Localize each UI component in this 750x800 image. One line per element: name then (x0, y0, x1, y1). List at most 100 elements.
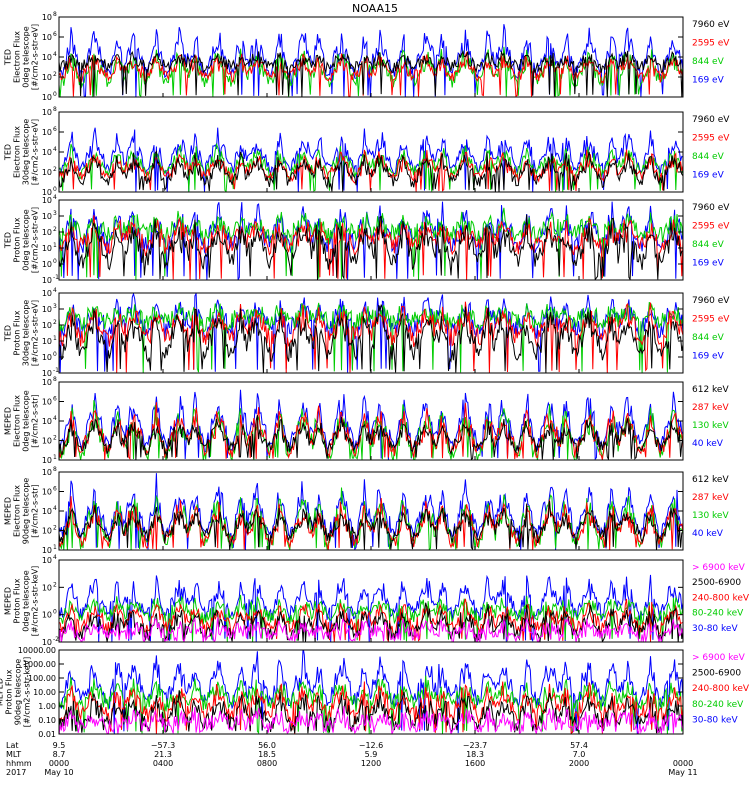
y-tick-label: 10 (42, 556, 52, 565)
y-tick-exponent: 4 (53, 51, 57, 58)
x-tick-label-hhmm: 0400 (153, 759, 173, 768)
y-tick-label: 10 (42, 488, 52, 497)
legend-entry: 2595 eV (692, 134, 730, 144)
y-tick-exponent: 0 (53, 258, 57, 265)
series-group (59, 389, 683, 460)
legend-entry: 2595 eV (692, 39, 730, 49)
legend-entry: 80-240 keV (692, 609, 744, 619)
y-axis-label-line: 0deg telescope (22, 390, 31, 451)
series-group (59, 24, 683, 97)
series-line-3 (59, 207, 683, 280)
y-tick-label: 10 (42, 378, 52, 387)
series-line-1 (59, 50, 683, 97)
legend-entry: 2595 eV (692, 222, 730, 232)
y-axis-label-line: Proton Flux (5, 669, 14, 714)
y-axis-label-line: Electron Flux (13, 31, 22, 83)
legend-entry: 130 keV (692, 511, 729, 521)
x-tick-label-date: May 10 (44, 768, 73, 777)
series-line-3 (59, 681, 683, 734)
x-tick-label-lat: 57.4 (570, 741, 588, 750)
y-tick-exponent: 8 (53, 466, 57, 473)
y-tick-exponent: 2 (53, 319, 57, 326)
y-tick-exponent: 0 (53, 186, 57, 193)
y-tick-label: 1000.00 (23, 660, 56, 669)
y-tick-exponent: 4 (53, 287, 57, 294)
y-tick-exponent: 1 (53, 242, 57, 249)
legend-entry: 169 eV (692, 76, 725, 86)
y-tick-label: 10 (42, 276, 52, 285)
y-axis-label-line: TED (4, 232, 13, 249)
y-tick-label: 10 (42, 33, 52, 42)
y-tick-label: 10 (42, 260, 52, 269)
series-line-2 (59, 496, 683, 550)
y-tick-label: 10 (42, 507, 52, 516)
y-axis-label-line: [#/cm2-s-str-eV] (31, 207, 40, 273)
y-axis-label: TEDProton Flux0deg telescope[#/cm2-s-str… (4, 207, 40, 273)
legend-entry: 7960 eV (692, 296, 730, 306)
chart-title: NOAA15 (352, 2, 398, 15)
legend-entry: 7960 eV (692, 203, 730, 213)
y-tick-label: 100.00 (28, 674, 56, 683)
x-tick-label-lat: −23.7 (463, 741, 488, 750)
legend-entry: 2500-6900 (692, 669, 741, 679)
series-line-1 (59, 304, 683, 373)
series-line-1 (59, 150, 683, 192)
y-axis-label-line: Electron Flux (13, 126, 22, 178)
y-axis-label-line: TED (4, 144, 13, 161)
y-tick-label: 10 (42, 93, 52, 102)
y-tick-label: 10 (42, 188, 52, 197)
y-tick-exponent: 0 (53, 609, 57, 616)
y-axis-label-line: Proton Flux (13, 217, 22, 262)
y-tick-exponent: 4 (53, 415, 57, 422)
y-tick-label: 10 (42, 468, 52, 477)
y-tick-label: 10 (42, 212, 52, 221)
y-tick-exponent: 3 (53, 210, 57, 217)
x-tick-label-hhmm: 1200 (361, 759, 381, 768)
y-axis-label-line: [#/cm2-s-str] (31, 394, 40, 447)
y-tick-exponent: 1 (53, 454, 57, 461)
y-tick-label: 10 (42, 289, 52, 298)
y-tick-label: 10 (42, 321, 52, 330)
y-tick-exponent: 6 (53, 396, 57, 403)
legend-entry: 30-80 keV (692, 715, 738, 725)
y-tick-label: 10 (42, 128, 52, 137)
y-tick-exponent: 6 (53, 486, 57, 493)
legend-entry: 612 keV (692, 385, 729, 395)
y-tick-label: 10 (42, 527, 52, 536)
x-row-label: hhmm (6, 759, 32, 768)
y-tick-exponent: -2 (53, 636, 59, 643)
legend-entry: 240-800 keV (692, 593, 750, 603)
series-line-1 (59, 214, 683, 280)
series-line-2 (59, 50, 683, 97)
y-tick-label: 10 (42, 168, 52, 177)
legend-entry: 287 keV (692, 403, 729, 413)
series-group (59, 574, 683, 642)
y-axis-label-line: 0deg telescope (22, 26, 31, 87)
y-tick-label: 10 (42, 353, 52, 362)
y-axis-label: MEPEDProton Flux0deg telescope[#/cm2-s-s… (4, 566, 40, 637)
y-tick-label: 10.00 (33, 688, 56, 697)
y-axis-label: TEDElectron Flux0deg telescope[#/cm2-s-s… (4, 24, 40, 90)
y-tick-exponent: -1 (53, 367, 59, 374)
y-axis-label-line: [#/cm2-s-str-keV] (23, 657, 32, 728)
y-tick-exponent: 1 (53, 544, 57, 551)
panel-8: 0.01 0.10 1.00 10.00 100.00 1000.00 10000.00 ME… (0, 646, 750, 739)
y-axis-label: MEPEDElectron Flux90deg telescope[#/cm2-… (4, 478, 40, 545)
x-tick-label-hhmm: 0000 (49, 759, 69, 768)
y-tick-label: 0.01 (38, 730, 56, 739)
legend-entry: > 6900 keV (692, 563, 746, 573)
y-tick-label: 10 (42, 73, 52, 82)
y-axis-label: TEDElectron Flux30deg telescope[#/cm2-s-… (4, 119, 40, 186)
y-tick-label: 10 (42, 108, 52, 117)
y-tick-exponent: 4 (53, 505, 57, 512)
series-line-4 (59, 473, 683, 550)
y-axis-label-line: [#/cm2-s-str-eV] (31, 119, 40, 185)
y-axis-label-line: MEPED (4, 587, 13, 615)
y-tick-exponent: 0 (53, 91, 57, 98)
y-axis-label-line: 0deg telescope (22, 570, 31, 631)
legend-entry: 169 eV (692, 259, 725, 269)
y-tick-label: 10 (42, 13, 52, 22)
